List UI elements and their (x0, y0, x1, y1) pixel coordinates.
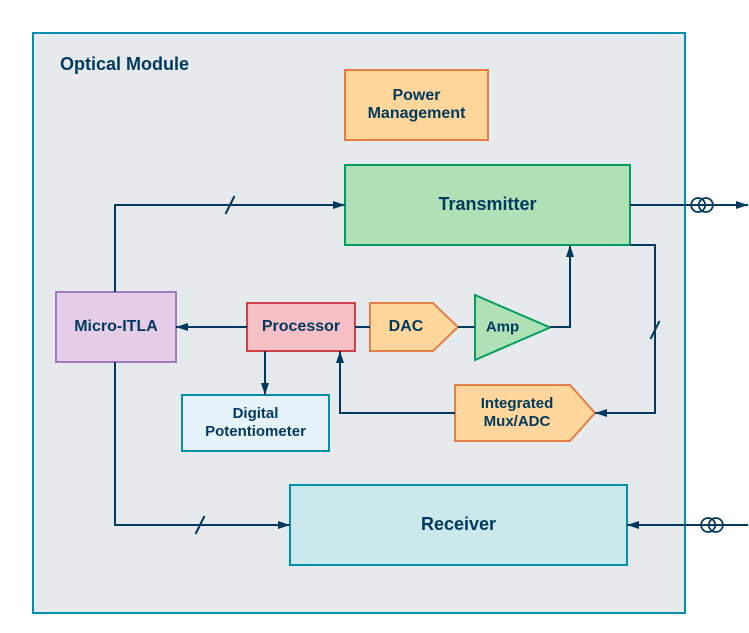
block-label-processor: Processor (262, 318, 340, 335)
block-label-micro_itla: Micro-ITLA (74, 318, 158, 335)
block-receiver: Receiver (290, 485, 627, 565)
block-label-mux_adc: Mux/ADC (484, 413, 551, 430)
block-label-transmitter: Transmitter (438, 194, 536, 214)
block-mux_adc: IntegratedMux/ADC (455, 385, 595, 441)
block-label-mux_adc: Integrated (481, 395, 554, 412)
block-label-digipot: Digital (233, 405, 279, 422)
block-micro_itla: Micro-ITLA (56, 292, 176, 362)
block-power: PowerManagement (345, 70, 488, 140)
block-label-digipot: Potentiometer (205, 423, 306, 440)
module-title: Optical Module (60, 54, 189, 74)
block-label-power: Management (368, 105, 466, 122)
block-label-power: Power (392, 87, 440, 104)
block-processor: Processor (247, 303, 355, 351)
diagram: Optical Module PowerManagement Transmitter… (0, 0, 749, 633)
block-label-amp: Amp (486, 318, 519, 335)
block-digipot: DigitalPotentiometer (182, 395, 329, 451)
block-label-dac: DAC (389, 318, 424, 335)
block-label-receiver: Receiver (421, 514, 496, 534)
block-transmitter: Transmitter (345, 165, 630, 245)
